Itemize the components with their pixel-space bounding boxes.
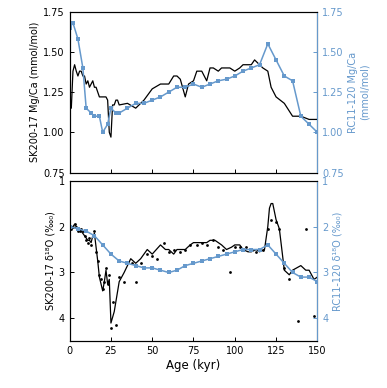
Point: [253, 249, 259, 255]
Point: [210, 237, 216, 243]
Point: [104, 281, 111, 287]
Point: [187, 242, 193, 248]
Point: [83, 237, 89, 243]
Point: [106, 272, 112, 278]
Point: [81, 233, 87, 239]
Point: [121, 279, 127, 285]
Point: [166, 249, 172, 255]
Point: [149, 253, 155, 260]
Point: [137, 260, 144, 267]
Point: [91, 228, 98, 234]
Point: [99, 286, 106, 292]
Point: [78, 226, 84, 232]
Point: [144, 251, 151, 257]
Point: [95, 258, 101, 264]
Point: [281, 265, 288, 271]
Point: [232, 244, 238, 250]
Point: [177, 249, 183, 255]
Y-axis label: RC11-120 δ¹⁸O (‰₀): RC11-120 δ¹⁸O (‰₀): [332, 211, 342, 311]
Point: [270, 173, 276, 179]
Point: [268, 217, 274, 223]
Point: [227, 269, 233, 275]
Point: [86, 235, 92, 241]
Point: [108, 324, 114, 331]
Point: [85, 239, 91, 246]
Point: [204, 242, 210, 248]
Point: [311, 313, 317, 319]
Point: [101, 279, 108, 285]
Point: [88, 242, 94, 248]
Point: [98, 276, 104, 282]
Point: [73, 223, 79, 230]
Point: [194, 242, 200, 248]
Point: [215, 244, 221, 250]
Point: [171, 246, 177, 253]
X-axis label: Age (kyr): Age (kyr): [166, 359, 221, 372]
Point: [103, 265, 109, 271]
Point: [220, 246, 226, 253]
Point: [113, 322, 119, 329]
Y-axis label: SK200-17 δ¹⁸O (‰₀): SK200-17 δ¹⁸O (‰₀): [46, 211, 56, 310]
Point: [133, 279, 139, 285]
Y-axis label: RC11-120 Mg/Ca
(mmol/mol): RC11-120 Mg/Ca (mmol/mol): [348, 52, 370, 133]
Point: [80, 228, 86, 234]
Point: [260, 246, 266, 253]
Point: [68, 226, 74, 232]
Point: [93, 249, 99, 255]
Point: [265, 226, 271, 232]
Point: [182, 246, 188, 253]
Point: [276, 226, 283, 232]
Point: [116, 274, 122, 280]
Point: [90, 233, 96, 239]
Point: [110, 299, 116, 305]
Point: [70, 223, 76, 230]
Point: [295, 318, 301, 324]
Point: [236, 244, 243, 250]
Point: [77, 228, 83, 234]
Y-axis label: SK200-17 Mg/Ca (mmol/mol): SK200-17 Mg/Ca (mmol/mol): [31, 22, 40, 162]
Point: [72, 221, 78, 227]
Point: [75, 228, 81, 234]
Point: [154, 256, 160, 262]
Point: [161, 239, 167, 246]
Point: [303, 226, 309, 232]
Point: [129, 260, 135, 267]
Point: [199, 239, 205, 246]
Point: [243, 244, 250, 250]
Point: [273, 219, 279, 225]
Point: [96, 272, 103, 278]
Point: [248, 246, 254, 253]
Point: [286, 276, 292, 282]
